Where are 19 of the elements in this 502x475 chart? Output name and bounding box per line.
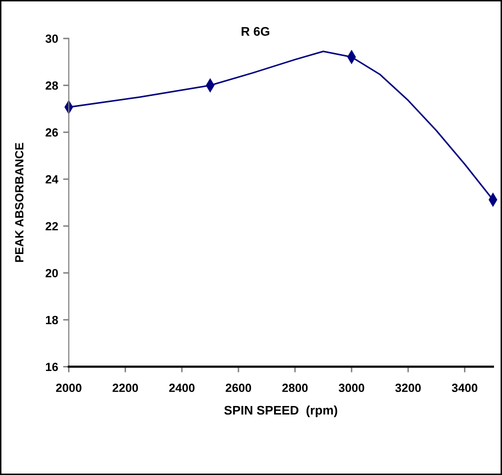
x-tick-label: 2800 bbox=[282, 384, 308, 392]
y-tick-label: 24 bbox=[46, 175, 58, 184]
x-tick-label: 2600 bbox=[226, 384, 252, 392]
y-tick-label: 22 bbox=[46, 222, 58, 230]
chart-title: R 6G bbox=[242, 26, 270, 36]
x-tick-label: 3000 bbox=[338, 384, 364, 392]
y-tick-label: 20 bbox=[46, 268, 58, 278]
x-tick-label: 3400 bbox=[452, 384, 478, 392]
y-tick-label: 30 bbox=[46, 34, 58, 43]
x-tick-label: 3200 bbox=[395, 384, 421, 392]
x-tick-label: 2400 bbox=[169, 384, 195, 392]
x-axis-title: SPIN SPEED (rpm) bbox=[224, 405, 338, 418]
y-tick-label: 26 bbox=[46, 128, 58, 137]
y-axis-title: PEAK ABSORBANCE bbox=[15, 142, 24, 262]
y-tick-label: 28 bbox=[46, 81, 58, 90]
y-tick-label: 18 bbox=[46, 316, 58, 324]
y-tick-label: 16 bbox=[46, 362, 58, 372]
x-tick-label: 2200 bbox=[112, 384, 138, 392]
x-tick-label: 2000 bbox=[56, 384, 82, 392]
